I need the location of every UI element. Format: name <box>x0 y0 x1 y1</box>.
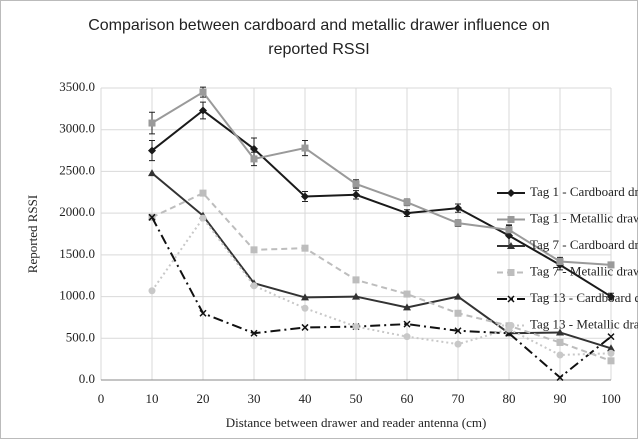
data-point <box>148 146 156 155</box>
data-point <box>250 155 258 163</box>
legend-label: Tag 7 - Metallic drawer <box>530 263 638 278</box>
legend-label: Tag 1 - Metallic drawer <box>530 210 638 225</box>
data-point <box>250 282 258 290</box>
data-point <box>352 292 360 300</box>
series-line <box>151 109 612 298</box>
data-point <box>148 119 156 127</box>
data-point <box>352 323 360 331</box>
data-point <box>250 144 258 153</box>
data-point <box>454 327 462 335</box>
data-point <box>505 226 513 234</box>
data-point <box>301 304 309 312</box>
series-line <box>151 216 612 356</box>
x-tick-label: 0 <box>98 391 105 406</box>
data-point <box>556 328 564 336</box>
data-point <box>403 303 411 311</box>
data-point <box>148 213 156 221</box>
data-point <box>301 323 309 331</box>
chart-title: Comparison between cardboard and metalli… <box>88 17 550 58</box>
data-point <box>199 106 207 115</box>
data-point <box>505 231 513 240</box>
y-axis-label: Reported RSSI <box>25 195 40 273</box>
data-point <box>301 244 309 252</box>
data-point <box>352 180 360 188</box>
x-tick-label: 70 <box>452 391 465 406</box>
data-point <box>199 214 207 222</box>
legend-marker <box>507 242 515 249</box>
y-tick-label: 1000.0 <box>59 288 95 303</box>
legend-label: Tag 7 - Cardboard drawer <box>530 237 638 252</box>
data-point <box>148 287 156 295</box>
legend-marker <box>507 322 515 329</box>
y-tick-label: 2500.0 <box>59 162 95 177</box>
data-point <box>403 290 411 298</box>
series-line <box>151 172 612 350</box>
y-tick-label: 500.0 <box>66 329 95 344</box>
x-tick-label: 10 <box>146 391 159 406</box>
data-point <box>454 292 462 300</box>
y-tick-label: 0.0 <box>79 371 95 386</box>
data-point <box>352 190 360 199</box>
data-point <box>607 261 615 269</box>
data-point <box>607 333 615 341</box>
data-point <box>454 309 462 317</box>
legend-marker <box>507 269 515 276</box>
series-line <box>151 191 612 362</box>
data-point <box>556 258 564 266</box>
data-point <box>556 373 564 382</box>
legend-label: Tag 13 - Cardboard drawer <box>530 290 638 305</box>
data-point <box>199 189 207 197</box>
x-tick-label: 80 <box>503 391 516 406</box>
data-point <box>148 169 156 177</box>
legend-marker <box>507 189 515 197</box>
data-point <box>301 192 309 201</box>
x-tick-label: 100 <box>601 391 621 406</box>
x-tick-label: 20 <box>197 391 210 406</box>
data-point <box>403 198 411 206</box>
data-point <box>250 246 258 254</box>
legend-label: Tag 13 - Metallic drawer <box>530 316 638 331</box>
data-point <box>250 329 258 337</box>
data-point <box>454 204 462 213</box>
x-axis-label: Distance between drawer and reader anten… <box>226 415 487 430</box>
data-point <box>556 351 564 359</box>
data-point <box>454 219 462 227</box>
legend-label: Tag 1 - Cardboard drawer <box>530 184 638 199</box>
data-point <box>352 276 360 284</box>
y-tick-label: 2000.0 <box>59 204 95 219</box>
y-tick-label: 1500.0 <box>59 246 95 261</box>
x-tick-label: 90 <box>554 391 567 406</box>
data-point <box>607 349 615 357</box>
data-point <box>454 340 462 348</box>
x-tick-label: 50 <box>350 391 363 406</box>
data-point <box>403 209 411 218</box>
y-tick-label: 3000.0 <box>59 121 95 136</box>
legend-marker <box>507 216 515 223</box>
data-point <box>607 357 615 365</box>
data-point <box>607 344 615 352</box>
x-tick-label: 40 <box>299 391 312 406</box>
x-tick-label: 60 <box>401 391 414 406</box>
series-line <box>151 90 612 266</box>
data-point <box>301 293 309 301</box>
data-point <box>199 88 207 96</box>
data-point <box>199 309 207 317</box>
y-tick-label: 3500.0 <box>59 79 95 94</box>
legend-marker <box>507 295 515 303</box>
data-point <box>556 338 564 346</box>
x-tick-label: 30 <box>248 391 261 406</box>
data-point <box>403 333 411 341</box>
data-point <box>607 292 615 301</box>
data-point <box>403 320 411 328</box>
data-point <box>301 144 309 152</box>
